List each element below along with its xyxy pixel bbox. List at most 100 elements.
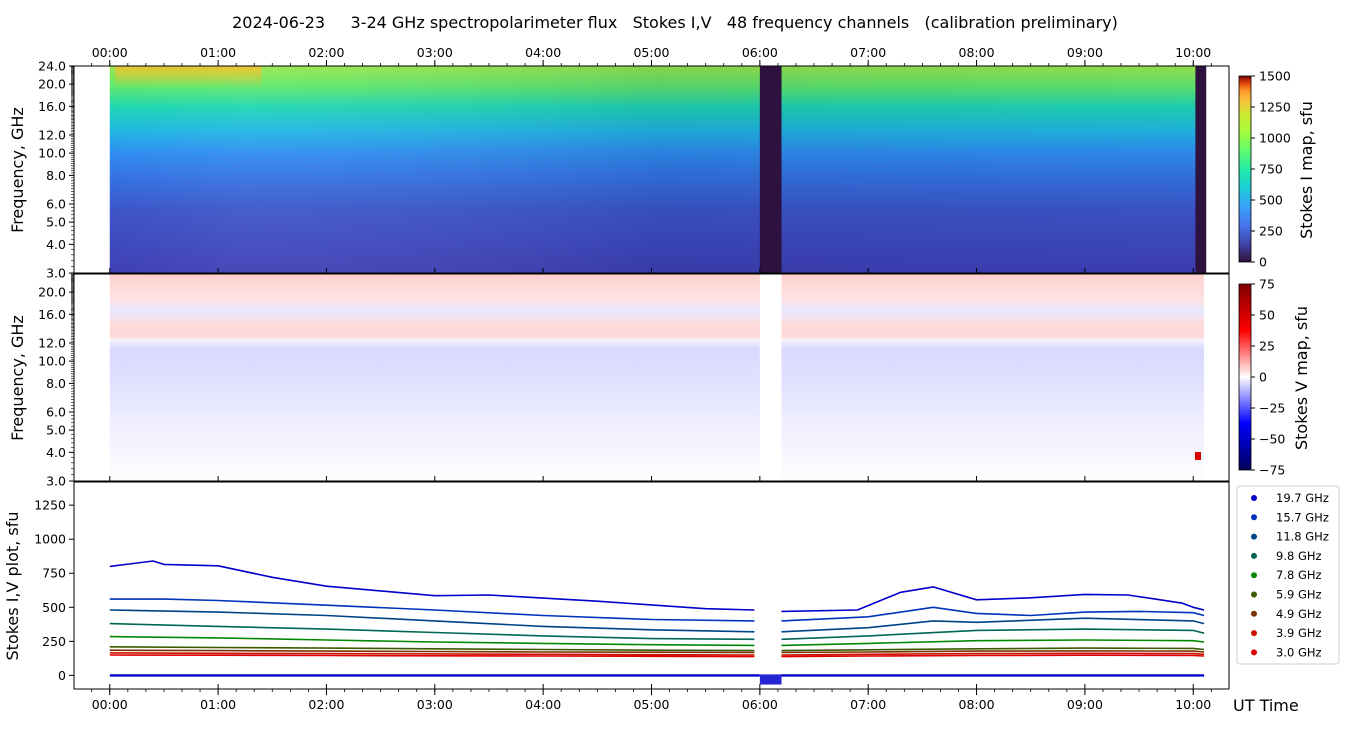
legend-label: 3.9 GHz — [1276, 626, 1322, 640]
top-time-tick-label: 06:00 — [742, 45, 778, 60]
legend-marker — [1251, 649, 1257, 656]
stokes-v-ylabel: Frequency, GHz — [8, 315, 27, 441]
bottom-time-tick-label: 02:00 — [308, 697, 344, 712]
stokes-v-map-panel: 3.0 4.0 5.0 6.0 8.0 10.0 12.0 16.0 20.0 Frequenc… — [8, 273, 1230, 489]
freq-tick-label: 12.0 — [38, 128, 66, 143]
freq-tick-label: 20.0 — [38, 285, 66, 300]
series-line-157ghz — [109, 598, 1205, 622]
colorbar-i-tick-label: 750 — [1259, 162, 1283, 177]
stokes-i-time-shading — [109, 66, 1205, 273]
colorbar-v-tick-label: 75 — [1259, 277, 1275, 292]
top-time-tick-label: 07:00 — [850, 45, 886, 60]
colorbar-v-tick-label: −75 — [1259, 463, 1285, 478]
colorbar-i-tick-label: 500 — [1259, 193, 1283, 208]
freq-tick-label: 3.0 — [46, 266, 66, 281]
flux-tick-label: 250 — [42, 634, 66, 649]
legend-label: 4.9 GHz — [1276, 607, 1322, 621]
stokes-v-heatmap — [109, 274, 1205, 481]
colorbar-v-tick-label: 50 — [1259, 308, 1275, 323]
bottom-time-tick-label: 05:00 — [633, 697, 669, 712]
top-time-tick-label: 09:00 — [1067, 45, 1103, 60]
freq-tick-label: 4.0 — [46, 237, 66, 252]
flux-tick-label: 500 — [42, 600, 66, 615]
flux-tick-label: 750 — [42, 566, 66, 581]
stokes-v-gap-dip — [759, 674, 782, 685]
bottom-time-tick-label: 07:00 — [850, 697, 886, 712]
stokes-v-gap-0 — [759, 274, 782, 481]
stokes-iv-ylabel: Stokes I,V plot, sfu — [3, 512, 22, 661]
series-line-59ghz — [109, 646, 1205, 652]
flux-tick-label: 1000 — [34, 532, 66, 547]
legend-marker — [1251, 514, 1257, 521]
bottom-time-tick-label: 08:00 — [959, 697, 995, 712]
flux-tick-label: 1250 — [34, 498, 66, 513]
flux-tick-label: 0 — [58, 668, 66, 683]
colorbar-i-tick-label: 1250 — [1259, 100, 1291, 115]
stokes-i-hot-region — [115, 66, 262, 88]
freq-tick-label: 8.0 — [46, 376, 66, 391]
top-time-tick-label: 08:00 — [959, 45, 995, 60]
series-line-78ghz — [109, 635, 1205, 647]
bottom-time-tick-label: 09:00 — [1067, 697, 1103, 712]
legend-label: 11.8 GHz — [1276, 530, 1329, 544]
colorbar-i-tick-label: 250 — [1259, 224, 1283, 239]
legend-marker — [1251, 572, 1257, 579]
colorbar-v-tick-label: 25 — [1259, 339, 1275, 354]
colorbar-v-tick-label: −50 — [1259, 432, 1285, 447]
legend-label: 3.0 GHz — [1276, 645, 1322, 659]
series-line-39ghz — [109, 652, 1205, 656]
legend-label: 5.9 GHz — [1276, 588, 1322, 602]
colorbar-v-tick-label: 0 — [1259, 370, 1267, 385]
top-time-tick-label: 04:00 — [525, 45, 561, 60]
chart-title: 2024-06-23 3-24 GHz spectropolarimeter f… — [232, 13, 1118, 32]
freq-tick-label: 6.0 — [46, 405, 66, 420]
bottom-time-tick-label: 00:00 — [92, 697, 128, 712]
colorbar-i-tick-label: 0 — [1259, 255, 1267, 270]
legend-marker — [1251, 552, 1257, 559]
freq-tick-label: 20.0 — [38, 77, 66, 92]
freq-tick-label: 5.0 — [46, 215, 66, 230]
stokes-v-colorbar-scale — [1238, 283, 1252, 471]
freq-tick-label: 24.0 — [38, 59, 66, 74]
bottom-time-tick-label: 10:00 — [1175, 697, 1211, 712]
freq-tick-label: 5.0 — [46, 423, 66, 438]
freq-tick-label: 16.0 — [38, 307, 66, 322]
stokes-iv-frame — [73, 481, 1230, 690]
legend-marker — [1251, 591, 1257, 598]
top-time-tick-label: 01:00 — [200, 45, 236, 60]
freq-tick-label: 8.0 — [46, 168, 66, 183]
top-time-tick-label: 02:00 — [308, 45, 344, 60]
freq-tick-label: 10.0 — [38, 146, 66, 161]
freq-tick-label: 16.0 — [38, 99, 66, 114]
bottom-time-tick-label: 03:00 — [417, 697, 453, 712]
stokes-v-colorbar-label: Stokes V map, sfu — [1292, 306, 1311, 450]
stokes-v-colorbar: 75 50 25 0 −25 −50 −75 Stokes V map, sfu — [1238, 277, 1311, 478]
stokes-i-colorbar: 0 250 500 750 1000 1250 1500 Stokes I map, sfu — [1238, 69, 1316, 270]
stokes-i-gap-0 — [759, 66, 782, 273]
freq-tick-label: 10.0 — [38, 354, 66, 369]
legend-box — [1236, 485, 1340, 665]
freq-tick-label: 12.0 — [38, 336, 66, 351]
bottom-time-tick-label: 04:00 — [525, 697, 561, 712]
legend-label: 9.8 GHz — [1276, 549, 1322, 563]
legend-marker — [1251, 495, 1257, 501]
top-time-tick-label: 00:00 — [92, 45, 128, 60]
series-line-98ghz — [109, 622, 1205, 641]
bottom-time-tick-label: 06:00 — [742, 697, 778, 712]
bottom-time-tick-label: 01:00 — [200, 697, 236, 712]
legend-label: 15.7 GHz — [1276, 510, 1329, 524]
series-line-197ghz — [109, 560, 1205, 613]
legend: 19.7 GHz 15.7 GHz 11.8 GHz 9.8 GHz 7.8 GHz 5.… — [1236, 485, 1340, 665]
colorbar-i-tick-label: 1500 — [1259, 69, 1291, 84]
legend-marker — [1251, 630, 1257, 637]
freq-tick-label: 6.0 — [46, 197, 66, 212]
top-time-tick-label: 05:00 — [633, 45, 669, 60]
stokes-i-ylabel: Frequency, GHz — [8, 107, 27, 233]
stokes-v-red-spot — [1195, 452, 1201, 460]
freq-tick-label: 4.0 — [46, 445, 66, 460]
legend-marker — [1251, 533, 1257, 540]
legend-label: 7.8 GHz — [1276, 568, 1322, 582]
